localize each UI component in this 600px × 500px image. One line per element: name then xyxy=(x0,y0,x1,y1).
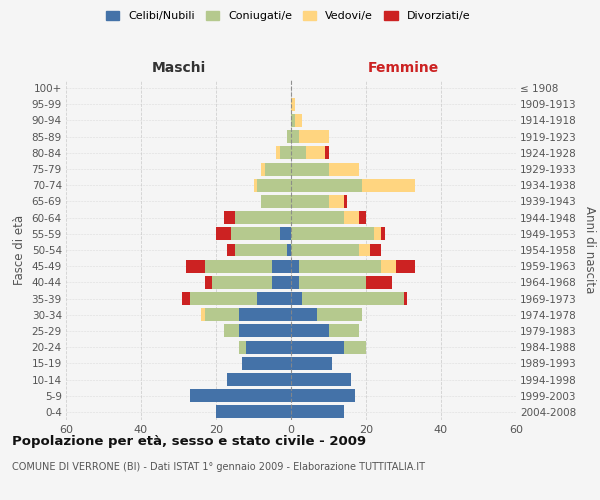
Bar xyxy=(291,130,299,143)
Bar xyxy=(223,211,235,224)
Bar xyxy=(246,340,291,353)
Bar xyxy=(239,324,291,338)
Bar xyxy=(287,130,291,143)
Bar xyxy=(291,406,343,418)
Bar xyxy=(359,211,366,224)
Bar xyxy=(343,195,347,208)
Bar xyxy=(212,276,272,289)
Bar xyxy=(242,357,291,370)
Bar xyxy=(291,324,329,338)
Bar xyxy=(227,244,235,256)
Bar xyxy=(201,308,205,321)
Bar xyxy=(291,179,362,192)
Bar xyxy=(329,162,359,175)
Y-axis label: Fasce di età: Fasce di età xyxy=(13,215,26,285)
Bar xyxy=(291,162,329,175)
Bar xyxy=(272,260,291,272)
Bar xyxy=(295,114,302,127)
Bar xyxy=(291,98,295,111)
Bar xyxy=(291,195,329,208)
Bar xyxy=(231,228,280,240)
Bar xyxy=(291,244,359,256)
Bar xyxy=(329,324,359,338)
Bar xyxy=(396,260,415,272)
Bar xyxy=(306,146,325,160)
Bar xyxy=(265,162,291,175)
Bar xyxy=(291,389,355,402)
Bar xyxy=(291,357,332,370)
Bar xyxy=(291,228,373,240)
Bar xyxy=(381,228,385,240)
Bar xyxy=(216,406,291,418)
Bar xyxy=(205,276,212,289)
Bar xyxy=(291,373,351,386)
Bar xyxy=(182,292,190,305)
Bar xyxy=(280,146,291,160)
Bar xyxy=(291,340,343,353)
Bar xyxy=(302,292,404,305)
Bar xyxy=(254,179,257,192)
Bar xyxy=(299,276,366,289)
Bar xyxy=(190,292,257,305)
Bar xyxy=(362,179,415,192)
Bar xyxy=(329,195,343,208)
Bar xyxy=(280,228,291,240)
Bar xyxy=(205,260,272,272)
Text: Femmine: Femmine xyxy=(368,61,439,75)
Text: COMUNE DI VERRONE (BI) - Dati ISTAT 1° gennaio 2009 - Elaborazione TUTTITALIA.IT: COMUNE DI VERRONE (BI) - Dati ISTAT 1° g… xyxy=(12,462,425,472)
Bar xyxy=(366,276,392,289)
Bar xyxy=(223,324,239,338)
Bar xyxy=(299,260,381,272)
Bar xyxy=(299,130,329,143)
Bar xyxy=(235,211,291,224)
Bar xyxy=(291,292,302,305)
Bar xyxy=(239,340,246,353)
Bar xyxy=(359,244,370,256)
Bar xyxy=(276,146,280,160)
Bar xyxy=(381,260,396,272)
Bar xyxy=(205,308,239,321)
Bar xyxy=(291,114,295,127)
Bar xyxy=(227,373,291,386)
Bar xyxy=(291,211,343,224)
Bar xyxy=(291,276,299,289)
Bar xyxy=(239,308,291,321)
Bar xyxy=(370,244,381,256)
Bar xyxy=(291,260,299,272)
Bar xyxy=(291,146,306,160)
Bar xyxy=(216,228,231,240)
Bar xyxy=(343,340,366,353)
Bar xyxy=(261,162,265,175)
Bar xyxy=(257,179,291,192)
Bar xyxy=(325,146,329,160)
Bar xyxy=(257,292,291,305)
Legend: Celibi/Nubili, Coniugati/e, Vedovi/e, Divorziati/e: Celibi/Nubili, Coniugati/e, Vedovi/e, Di… xyxy=(106,10,470,21)
Text: Popolazione per età, sesso e stato civile - 2009: Popolazione per età, sesso e stato civil… xyxy=(12,435,366,448)
Y-axis label: Anni di nascita: Anni di nascita xyxy=(583,206,596,294)
Bar xyxy=(373,228,381,240)
Bar xyxy=(261,195,291,208)
Bar xyxy=(186,260,205,272)
Bar xyxy=(235,244,287,256)
Bar xyxy=(287,244,291,256)
Bar xyxy=(317,308,362,321)
Bar xyxy=(291,308,317,321)
Bar xyxy=(343,211,359,224)
Text: Maschi: Maschi xyxy=(151,61,206,75)
Bar xyxy=(404,292,407,305)
Bar xyxy=(190,389,291,402)
Bar xyxy=(272,276,291,289)
